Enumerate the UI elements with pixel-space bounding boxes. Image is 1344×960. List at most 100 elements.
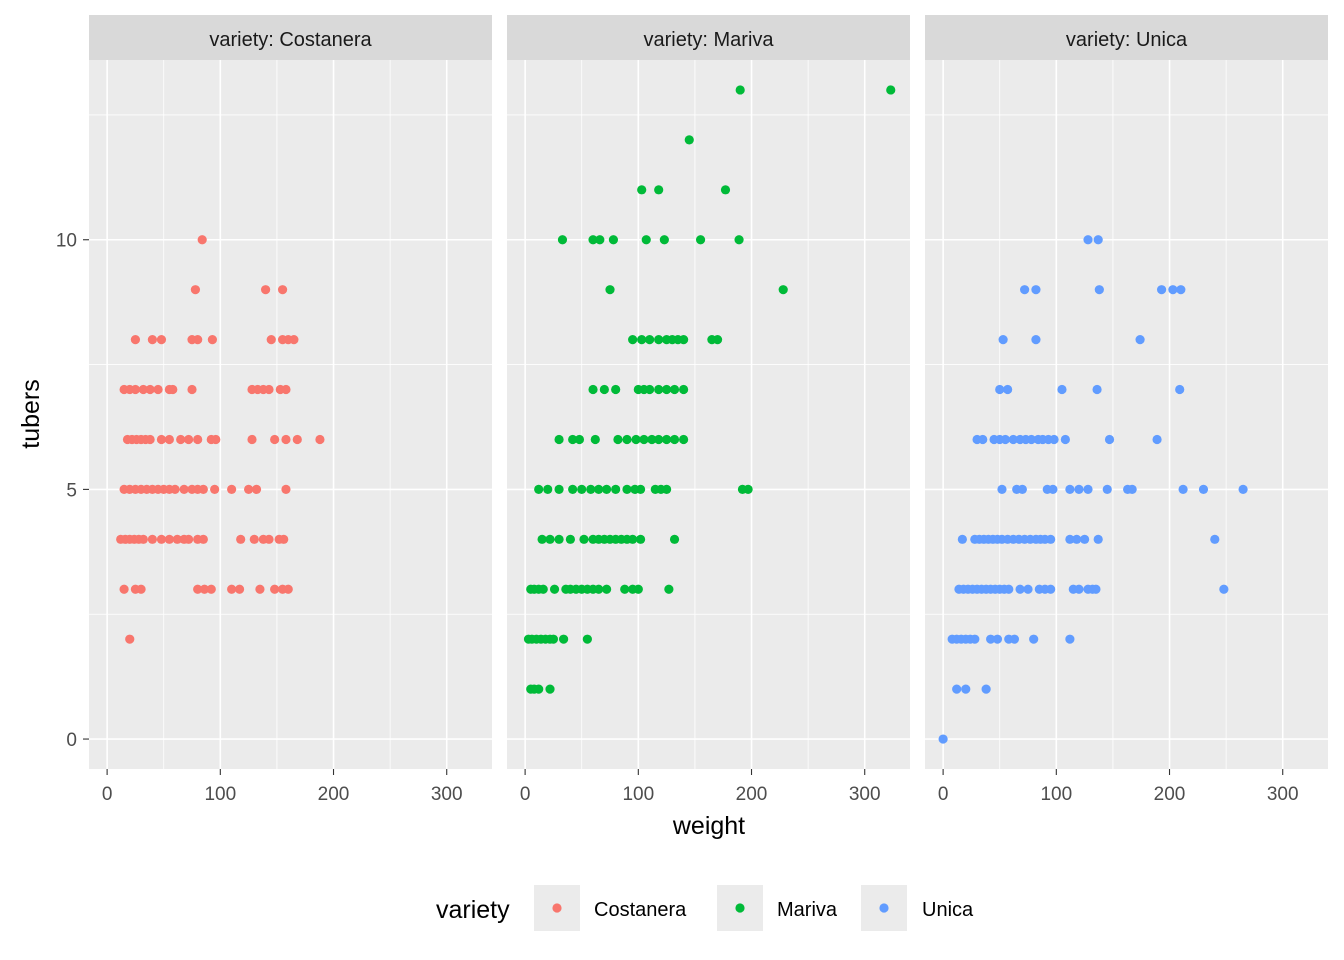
data-point	[557, 235, 568, 245]
data-point	[138, 534, 148, 544]
facet-strip	[925, 15, 1328, 60]
data-point	[281, 384, 291, 395]
x-tick-label: 200	[318, 784, 350, 805]
data-point	[554, 434, 564, 445]
x-tick-label: 0	[102, 784, 113, 805]
x-tick-label: 0	[938, 784, 949, 805]
data-point	[266, 335, 276, 345]
legend-key-point	[552, 903, 562, 913]
data-point	[620, 584, 630, 594]
data-point	[537, 534, 547, 544]
data-point	[198, 484, 208, 494]
data-point	[283, 584, 293, 594]
facet-panel-unica: variety: Unica	[925, 15, 1328, 769]
data-point	[1023, 584, 1033, 594]
data-point	[193, 584, 203, 594]
data-point	[1004, 584, 1014, 594]
data-point	[631, 434, 641, 445]
data-point	[1065, 534, 1075, 544]
data-point	[568, 434, 578, 445]
data-point	[734, 235, 744, 245]
y-axis-title: tubers	[17, 379, 45, 448]
data-point	[1104, 434, 1115, 445]
data-point	[545, 534, 555, 544]
facet-strip-label: variety: Mariva	[643, 29, 774, 51]
data-point	[961, 684, 971, 694]
data-point	[1031, 335, 1041, 345]
data-point	[622, 434, 632, 445]
data-point	[659, 235, 669, 245]
legend-item-unica: Unica	[861, 885, 974, 931]
data-point	[599, 384, 609, 395]
data-point	[1031, 285, 1041, 295]
data-point	[138, 384, 148, 395]
data-point	[534, 484, 544, 494]
data-point	[611, 484, 621, 494]
panel-background	[89, 60, 492, 769]
data-point	[119, 584, 129, 594]
data-point	[635, 484, 646, 494]
data-point	[543, 484, 553, 494]
data-point	[720, 185, 731, 195]
data-point	[1175, 384, 1185, 395]
data-point	[886, 85, 896, 95]
data-point	[654, 335, 664, 345]
data-point	[548, 634, 559, 644]
data-point	[695, 235, 706, 245]
data-point	[251, 484, 262, 494]
data-point	[662, 434, 672, 445]
x-tick-label: 100	[622, 784, 654, 805]
facet-strip	[507, 15, 910, 60]
data-point	[179, 484, 189, 494]
x-tick-label: 100	[1040, 784, 1072, 805]
data-point	[635, 534, 646, 544]
data-point	[633, 584, 643, 594]
data-point	[1238, 484, 1248, 494]
data-point	[210, 484, 220, 494]
data-point	[952, 684, 962, 694]
legend: variety Costanera Mariva Unica	[436, 885, 974, 931]
data-point	[197, 235, 207, 245]
data-point	[582, 634, 592, 644]
data-point	[1046, 584, 1056, 594]
data-point	[168, 384, 178, 395]
data-point	[637, 335, 647, 345]
data-point	[190, 285, 201, 295]
facet-strip-label: variety: Costanera	[209, 29, 372, 51]
data-point	[199, 584, 210, 594]
data-point	[554, 484, 564, 494]
data-point	[743, 484, 753, 494]
x-tick-label: 200	[1154, 784, 1186, 805]
data-point	[1074, 584, 1084, 594]
data-point	[608, 235, 619, 245]
data-point	[645, 335, 655, 345]
data-point	[559, 634, 569, 644]
data-point	[260, 285, 271, 295]
y-tick-label: 10	[56, 231, 77, 252]
data-point	[270, 434, 280, 445]
data-point	[184, 434, 194, 445]
data-point	[1092, 384, 1102, 395]
data-point	[654, 434, 664, 445]
data-point	[645, 384, 655, 395]
data-point	[970, 634, 980, 644]
data-point	[992, 634, 1003, 644]
data-point	[986, 634, 996, 644]
data-point	[622, 484, 632, 494]
data-point	[255, 584, 265, 594]
data-point	[590, 434, 600, 445]
data-point	[664, 584, 674, 594]
data-point	[662, 484, 672, 494]
x-tick-label: 100	[204, 784, 236, 805]
data-point	[554, 534, 564, 544]
data-point	[184, 534, 194, 544]
x-tick-label: 0	[520, 784, 531, 805]
data-point	[1000, 434, 1010, 445]
data-point	[1083, 235, 1093, 245]
data-point	[678, 384, 689, 395]
data-point	[602, 584, 612, 594]
data-point	[997, 484, 1007, 494]
data-point	[1074, 484, 1084, 494]
data-point	[264, 384, 274, 395]
data-point	[678, 335, 689, 345]
